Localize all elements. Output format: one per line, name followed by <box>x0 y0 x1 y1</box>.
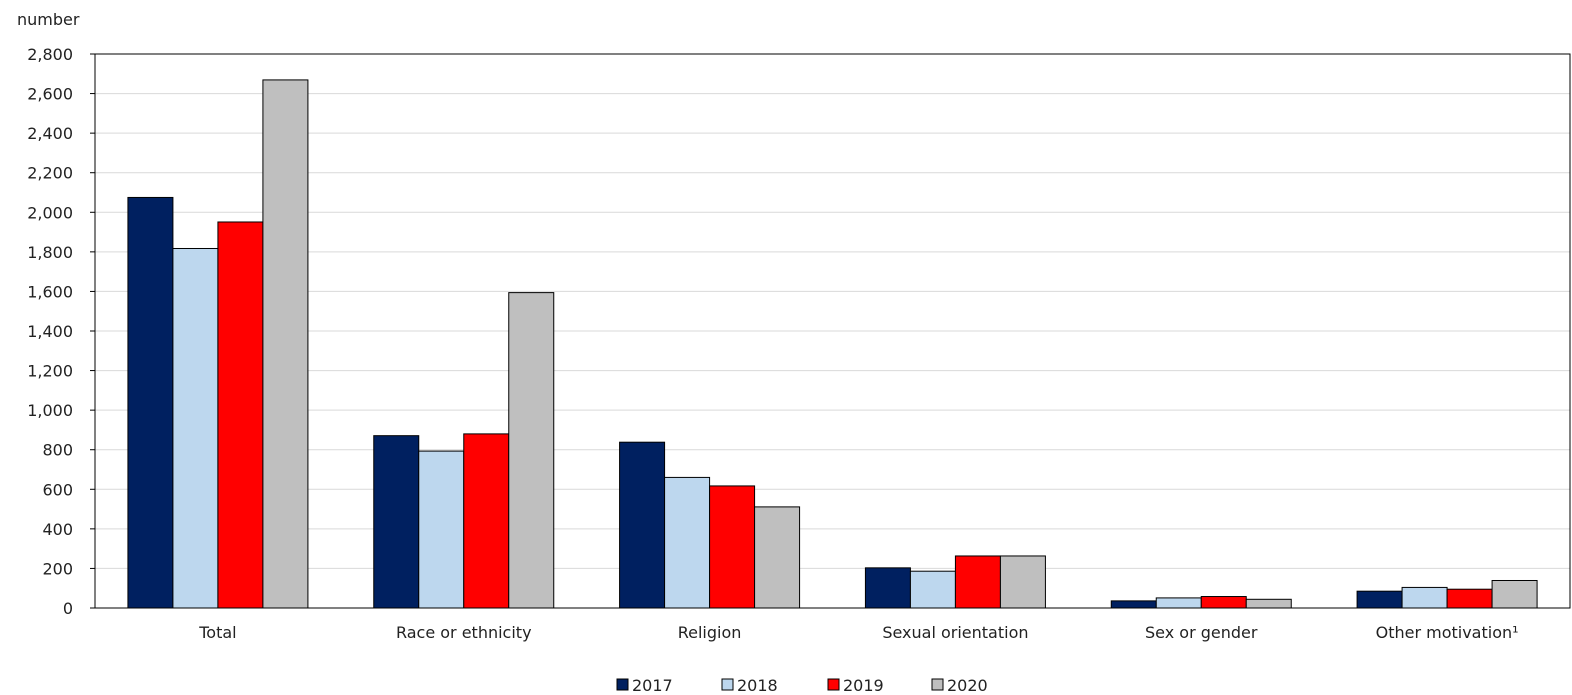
bar-2017 <box>127 196 174 609</box>
y-tick-label: 600 <box>42 480 73 499</box>
legend-swatch <box>721 678 734 691</box>
legend-label: 2018 <box>737 676 778 695</box>
bar-2017 <box>1110 600 1157 609</box>
x-category-label: Race or ethnicity <box>396 623 532 642</box>
bar-2017 <box>1356 590 1403 609</box>
y-tick-label: 400 <box>42 520 73 539</box>
legend-label: 2017 <box>632 676 673 695</box>
bar-2018 <box>1155 597 1202 609</box>
x-category-label: Total <box>198 623 236 642</box>
bar-2019 <box>463 433 510 609</box>
y-tick-label: 1,600 <box>27 282 73 301</box>
y-tick-label: 1,800 <box>27 243 73 262</box>
bar-2019 <box>217 221 264 609</box>
legend: 2017 2018 2019 2020 <box>616 676 988 695</box>
legend-swatch <box>616 678 629 691</box>
x-category-label: Religion <box>678 623 742 642</box>
y-tick-label: 2,200 <box>27 164 73 183</box>
bar-2017 <box>373 435 420 609</box>
gridlines <box>95 93 1570 569</box>
bar-2020 <box>1491 579 1538 609</box>
x-category-label: Other motivation¹ <box>1376 623 1519 642</box>
y-axis-unit-label: number <box>17 10 80 29</box>
bar-2019 <box>709 485 756 609</box>
bar-2018 <box>418 450 465 609</box>
bar-2018 <box>1401 586 1448 609</box>
bar-2020 <box>999 555 1046 609</box>
y-tick-label: 2,000 <box>27 203 73 222</box>
y-tick-label: 2,600 <box>27 85 73 104</box>
x-category-label: Sexual orientation <box>882 623 1028 642</box>
bar-2020 <box>508 292 555 609</box>
bar-2019 <box>1446 588 1493 609</box>
y-tick-label: 800 <box>42 441 73 460</box>
bars <box>127 79 1538 609</box>
x-category-label: Sex or gender <box>1145 623 1258 642</box>
bar-2019 <box>1200 596 1247 609</box>
y-tick-label: 1,000 <box>27 401 73 420</box>
bar-2020 <box>1245 598 1292 609</box>
bar-2019 <box>954 555 1001 609</box>
y-tick-label: 1,200 <box>27 362 73 381</box>
legend-swatch <box>827 678 840 691</box>
bar-2020 <box>262 79 309 609</box>
y-tick-label: 0 <box>63 599 73 618</box>
y-tick-label: 1,400 <box>27 322 73 341</box>
legend-label: 2019 <box>843 676 884 695</box>
y-tick-label: 2,400 <box>27 124 73 143</box>
legend-swatch <box>931 678 944 691</box>
bar-2018 <box>664 476 711 609</box>
y-tick-label: 2,800 <box>27 45 73 64</box>
x-axis-labels: Total Race or ethnicity Religion Sexual ori… <box>198 623 1518 642</box>
bar-2017 <box>864 567 911 609</box>
bar-2018 <box>172 247 219 609</box>
legend-label: 2020 <box>947 676 988 695</box>
bar-2018 <box>909 570 956 609</box>
y-tick-label: 200 <box>42 559 73 578</box>
bar-2020 <box>754 506 801 609</box>
y-axis-ticks: 0 200 400 600 800 1,000 1,200 1,400 1,600 1,800 2,… <box>27 45 95 618</box>
bar-2017 <box>619 441 666 609</box>
